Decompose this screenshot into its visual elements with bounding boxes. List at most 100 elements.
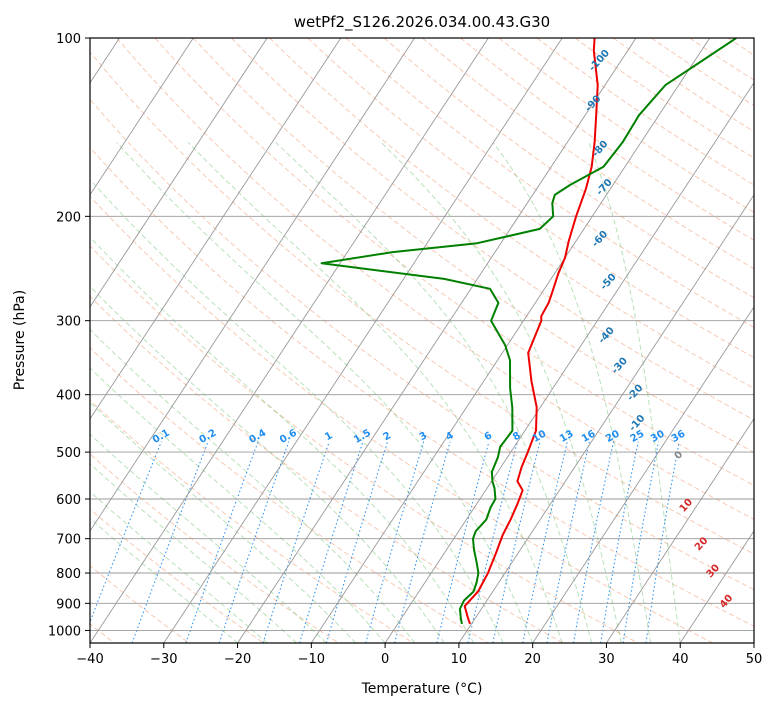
mixing-ratio-line [90,441,162,624]
dry-adiabat [90,51,754,555]
mixing-ratio-label: 8 [511,430,523,443]
y-tick-label: 700 [56,533,81,548]
plot-frame [89,37,755,644]
mixing-ratio-line [185,441,259,643]
dry-adiabat [651,38,754,107]
moist-adiabat [90,433,327,643]
mixing-ratio-label: 0.1 [151,428,172,446]
y-axis-label: Pressure (hPa) [12,290,28,390]
mixing-ratio-label: 4 [444,430,456,443]
mixing-ratio-label: 1.5 [352,428,373,446]
y-tick-label: 200 [56,210,81,225]
isotherm [753,642,754,643]
mixing-ratio-label: 1 [323,430,335,443]
mixing-ratio-line [573,441,614,643]
mixing-ratio-line [546,441,590,643]
mixing-ratio-label: 6 [483,430,495,443]
y-tick-label: 1000 [48,624,81,639]
dry-adiabat [90,146,754,627]
dry-adiabat [498,38,754,213]
moist-adiabat-label: -30 [610,356,630,377]
moist-adiabat-label: -60 [590,229,610,250]
isotherm [384,81,754,643]
x-tick-label: 20 [524,652,541,667]
isotherm [90,38,489,643]
dry-adiabat [307,38,754,359]
mixing-ratio-label: 10 [531,428,549,445]
dry-adiabat [383,38,754,299]
dry-adiabat [90,347,489,643]
series-line-dewpoint [320,38,737,625]
x-tick-label: −30 [150,652,177,667]
isotherm [163,38,563,643]
grid [90,38,754,643]
mixing-ratio-label: 3 [418,430,430,443]
mixing-ratio-label: 20 [604,428,622,445]
chart-title: wetPf2_S126.2026.034.00.43.G30 [294,13,550,32]
mixing-ratio-line [645,441,680,643]
y-tick-label: 600 [56,493,81,508]
moist-adiabat [275,141,593,643]
y-tick-label: 500 [56,446,81,461]
y-tick-label: 800 [56,567,81,582]
dry-adiabat [90,195,713,643]
moist-adiabat-label: 0 [673,449,686,462]
mixing-ratio-label: 30 [649,428,667,445]
dry-adiabat [116,38,754,520]
mixing-ratio-line [436,441,490,643]
dry-adiabat [90,508,265,643]
y-tick-label: 400 [56,389,81,404]
isotherm [606,418,754,643]
x-tick-label: 10 [451,652,468,667]
mixing-ratio-label: 13 [558,428,576,445]
mixing-ratio-line [299,441,364,643]
dry-adiabat [90,98,754,591]
moist-adiabat-label: 40 [718,593,736,611]
isotherm [90,38,415,532]
y-ticks: 100 200 300 400 500 600 700 800 900 1000 [48,32,90,639]
dry-adiabat [90,295,564,643]
dry-adiabat [231,38,754,421]
mixing-ratio-line [365,441,425,643]
moist-adiabat [90,490,268,643]
x-tick-label: −10 [298,652,325,667]
moist-adiabat-label: -90 [583,93,603,114]
isotherm [532,306,754,643]
moist-adiabat-label: -100 [587,48,612,74]
x-tick-label: −20 [224,652,251,667]
isotherm [237,38,637,643]
y-tick-label: 900 [56,597,81,612]
isotherm [90,38,268,308]
isotherm [458,194,754,643]
dry-adiabat [536,38,754,186]
y-tick-label: 300 [56,315,81,330]
isotherm [310,38,711,643]
y-tick-label: 100 [56,32,81,47]
dry-adiabat [90,245,639,643]
x-tick-label: 30 [598,652,615,667]
mixing-ratio-line [600,441,639,643]
isotherm [90,38,194,196]
mixing-ratio-line [492,441,541,643]
dry-adiabat [269,38,754,390]
series-group [320,38,737,625]
isotherm [90,38,342,420]
isotherm [679,530,754,643]
background-lines [90,38,754,643]
x-ticks: −40 −30 −20 −10 0 10 20 30 40 50 [76,643,762,667]
x-tick-label: 50 [746,652,763,667]
dry-adiabat [90,564,190,643]
dry-adiabat [345,38,754,328]
moist-adiabat-label: -50 [599,272,619,293]
x-tick-label: −40 [76,652,103,667]
dry-adiabat [90,399,414,643]
x-tick-label: 40 [672,652,689,667]
mixing-ratio-line [522,441,568,643]
mixing-ratio-line [325,441,389,643]
mixing-ratio-label: 2 [381,430,393,443]
mixing-ratio-label: 16 [580,428,598,445]
moist-adiabat-label: 20 [693,535,711,553]
mixing-ratio-line [467,441,518,643]
moist-adiabat-label: -40 [597,325,617,346]
